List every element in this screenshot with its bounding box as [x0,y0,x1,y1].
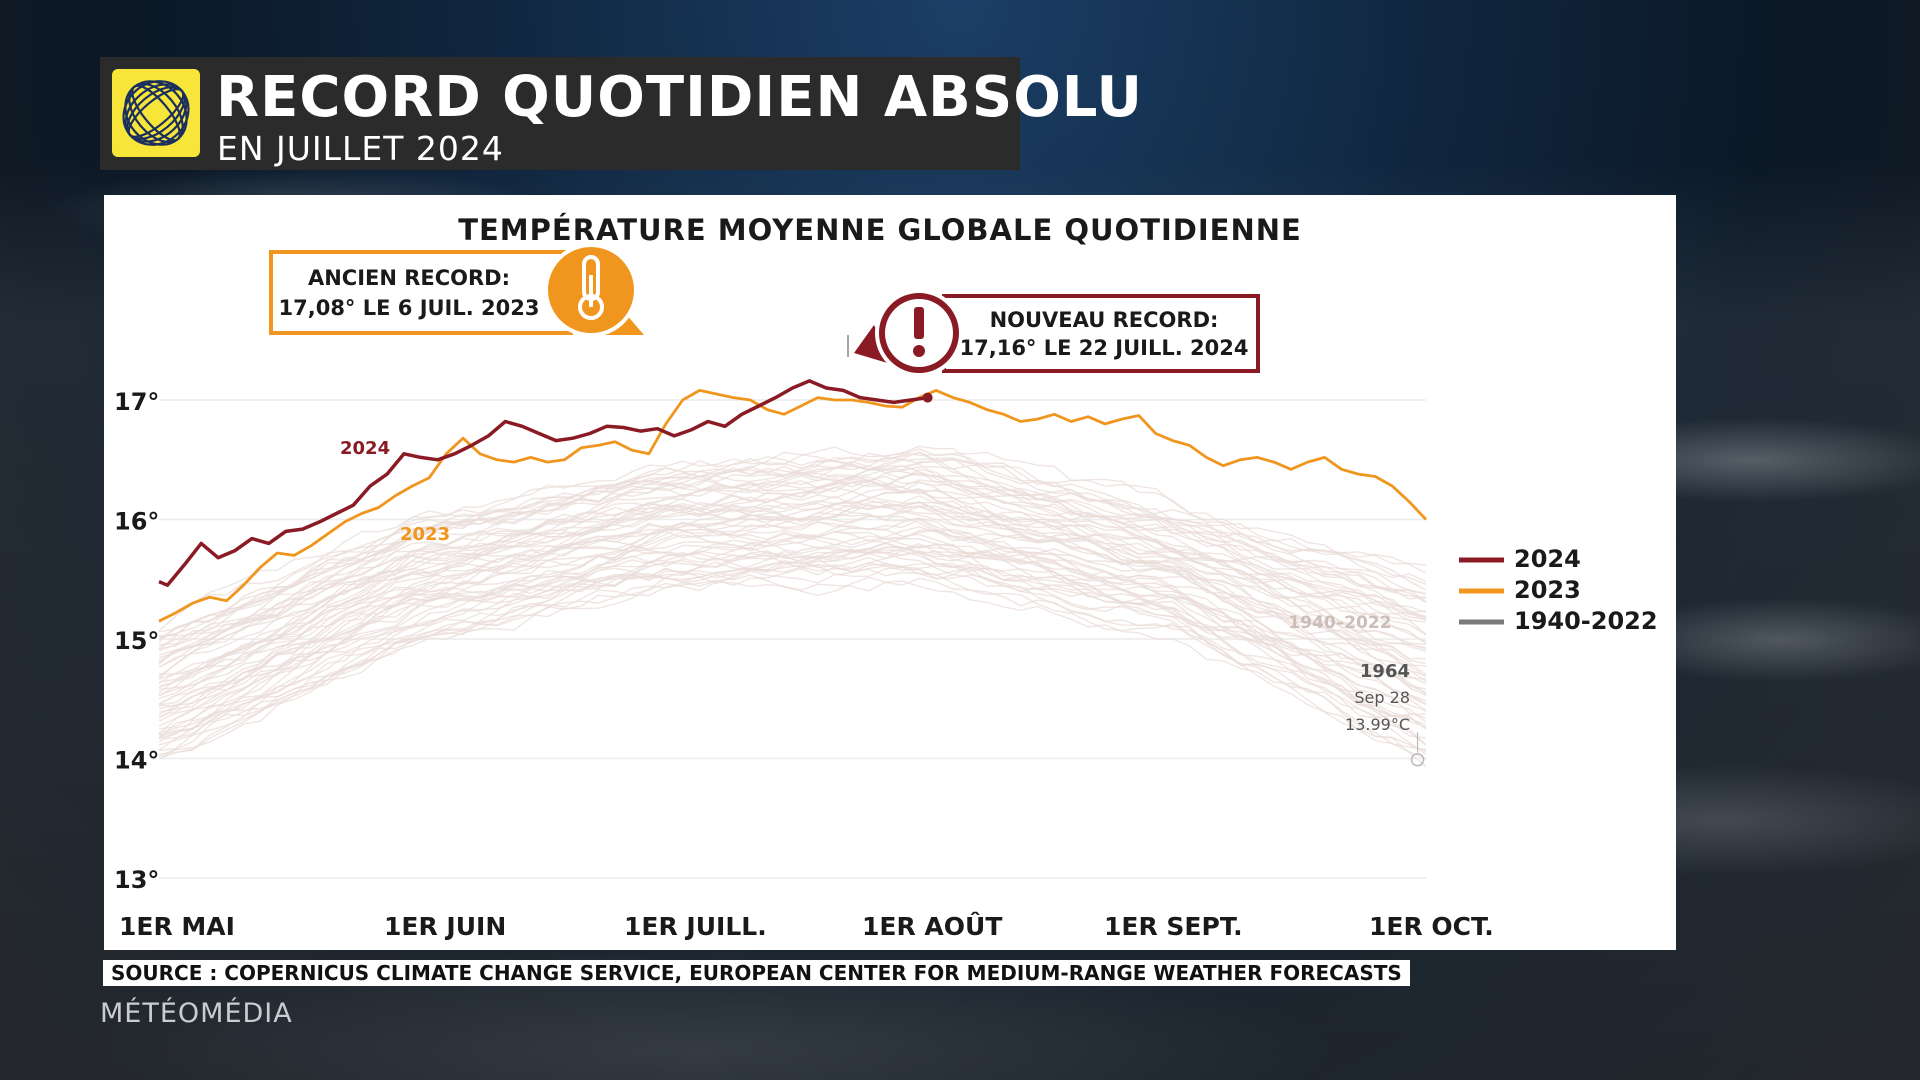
old-record-callout: ANCIEN RECORD: 17,08° LE 6 JUIL. 2023 [269,243,644,337]
x-tick-label: 1ER AOÛT [862,911,1002,941]
min-1964-point [1410,752,1425,767]
series-line-2024 [158,379,928,587]
historic-line [158,451,1427,632]
annotation-label: 1940–2022 [1288,613,1391,633]
y-tick-label: 14° [114,747,159,775]
historic-line [158,556,1427,746]
title-banner: RECORD QUOTIDIEN ABSOLU EN JUILLET 2024 [100,57,1142,170]
historic-line [158,500,1427,691]
historic-line [158,489,1427,689]
historic-line [158,517,1427,706]
old-record-label: ANCIEN RECORD: [308,266,510,290]
y-tick-label: 15° [114,627,159,655]
y-tick-label: 16° [114,508,159,536]
historic-line [158,565,1427,755]
x-tick-label: 1ER OCT. [1369,912,1494,941]
historic-line [158,565,1427,760]
historic-series-1940-2022 [158,445,1427,767]
page-title: RECORD QUOTIDIEN ABSOLU [216,65,1143,130]
historic-line [158,479,1427,665]
historic-line [158,529,1427,710]
annotation-label: 2023 [400,524,450,545]
historic-line [158,561,1427,739]
source-credit: SOURCE : COPERNICUS CLIMATE CHANGE SERVI… [103,960,1410,986]
chart-title: TEMPÉRATURE MOYENNE GLOBALE QUOTIDIENNE [458,213,1302,247]
exclamation-icon [854,289,963,377]
historic-line [158,469,1427,652]
thermometer-icon [544,243,644,337]
historic-line [158,526,1427,722]
historic-line [158,541,1427,727]
legend-label: 2024 [1514,545,1581,573]
brand-wordmark: MÉTÉOMÉDIA [100,998,293,1029]
x-tick-label: 1ER JUILL. [624,912,767,941]
chart-legend: 2024 2023 1940-2022 [1459,545,1658,635]
historic-line [158,445,1427,638]
historic-line [158,543,1427,740]
temperature-chart: TEMPÉRATURE MOYENNE GLOBALE QUOTIDIENNE … [114,213,1658,941]
historic-line [158,448,1427,624]
weather-network-logo-icon [112,69,200,157]
historic-line [158,499,1427,679]
historic-line [158,468,1427,648]
annotation-label: 2024 [340,438,390,459]
chart-panel: TEMPÉRATURE MOYENNE GLOBALE QUOTIDIENNE … [104,195,1676,950]
historic-line [158,574,1427,767]
historic-line [158,509,1427,706]
annotation-label: Sep 28 [1354,688,1410,707]
x-tick-label: 1ER JUIN [384,912,506,941]
y-tick-label: 13° [114,866,159,894]
annotation-label: 1964 [1360,661,1410,682]
historic-line [158,461,1427,633]
x-axis-ticks: 1ER MAI 1ER JUIN 1ER JUILL. 1ER AOÛT 1ER SEP… [119,911,1494,941]
latest-2024-point [922,392,933,403]
historic-line [158,487,1427,680]
series-lines [158,379,1428,767]
legend-label: 2023 [1514,576,1581,604]
y-tick-label: 17° [114,388,159,416]
x-tick-label: 1ER MAI [119,912,235,941]
y-axis-ticks: 13° 14° 15° 16° 17° [114,388,159,894]
legend-label: 1940-2022 [1514,607,1658,635]
series-line-2023 [158,389,1428,623]
chart-annotations: 2024 2023 1940–2022 1964 Sep 28 13.99°C [340,438,1410,734]
historic-line [158,456,1427,637]
page-subtitle: EN JUILLET 2024 [217,129,504,168]
new-record-label: NOUVEAU RECORD: [990,308,1219,332]
new-record-callout: NOUVEAU RECORD: 17,16° LE 22 JUILL. 2024 [847,289,1260,377]
historic-line [158,542,1427,730]
annotation-label: 13.99°C [1345,715,1410,734]
x-tick-label: 1ER SEPT. [1104,912,1243,941]
historic-line [158,465,1427,651]
old-record-value: 17,08° LE 6 JUIL. 2023 [279,296,540,320]
new-record-value: 17,16° LE 22 JUILL. 2024 [960,336,1249,360]
